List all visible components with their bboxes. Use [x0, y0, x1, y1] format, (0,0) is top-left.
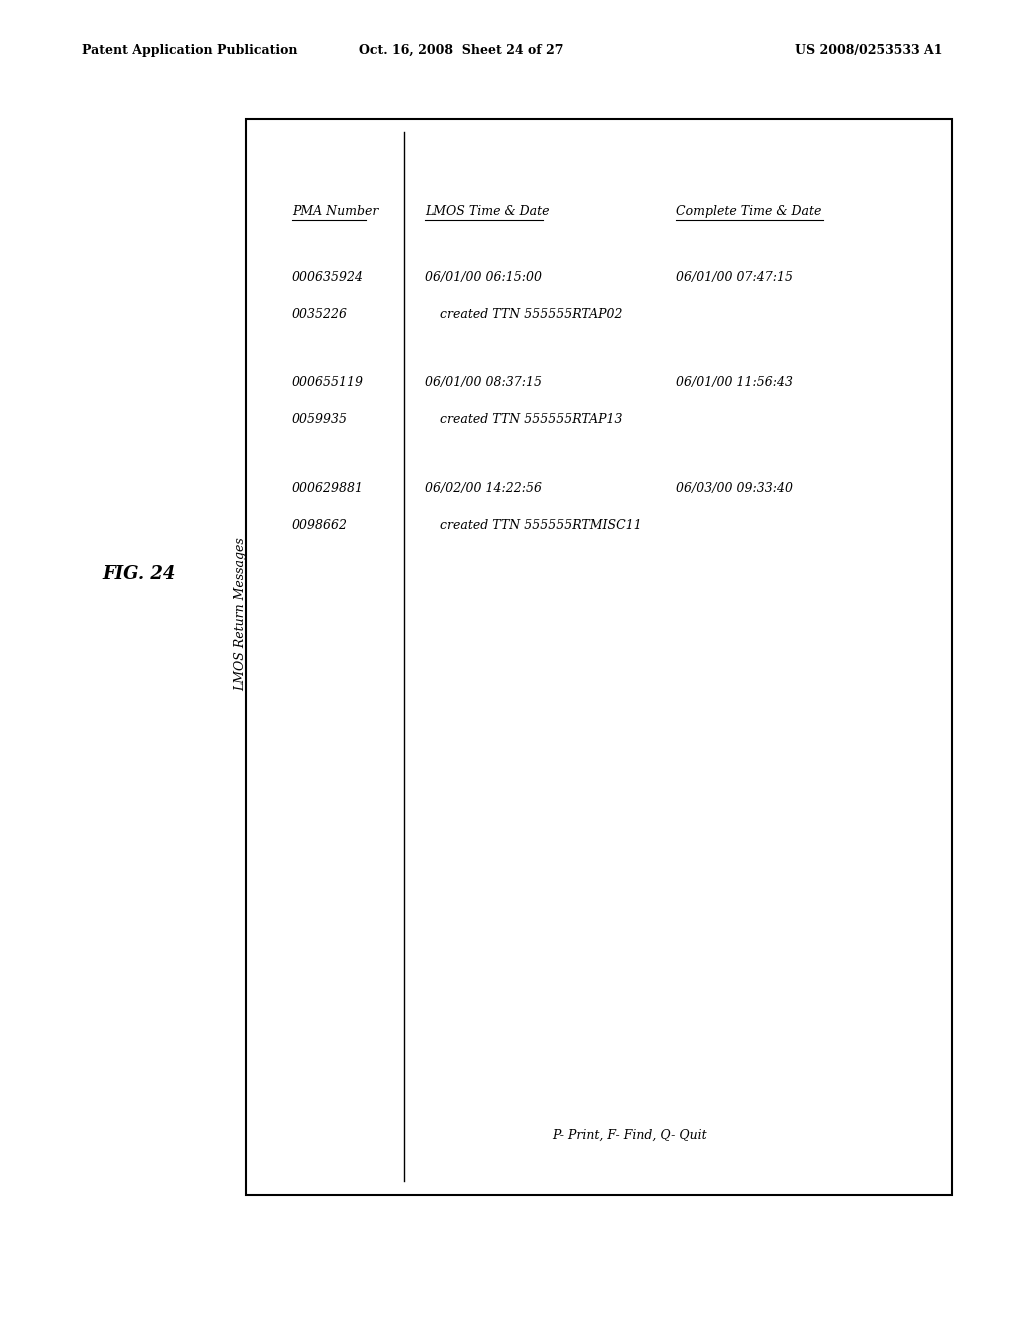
- Bar: [246, 119, 952, 1195]
- Text: 06/01/00 07:47:15: 06/01/00 07:47:15: [676, 271, 793, 284]
- Text: Patent Application Publication: Patent Application Publication: [82, 44, 297, 57]
- Text: FIG. 24: FIG. 24: [102, 565, 176, 583]
- Text: PMA Number: PMA Number: [292, 205, 378, 218]
- Text: created TTN 555555RTMISC11: created TTN 555555RTMISC11: [440, 519, 642, 532]
- Text: LMOS Time & Date: LMOS Time & Date: [425, 205, 550, 218]
- Text: created TTN 555555RTAP13: created TTN 555555RTAP13: [440, 413, 623, 426]
- Text: 000635924: 000635924: [292, 271, 364, 284]
- Text: 0059935: 0059935: [292, 413, 348, 426]
- Text: LMOS Return Messages: LMOS Return Messages: [234, 537, 247, 690]
- Text: created TTN 555555RTAP02: created TTN 555555RTAP02: [440, 308, 623, 321]
- Text: 0098662: 0098662: [292, 519, 348, 532]
- Text: P- Print, F- Find, Q- Quit: P- Print, F- Find, Q- Quit: [552, 1129, 708, 1142]
- Text: 000629881: 000629881: [292, 482, 364, 495]
- Text: 0035226: 0035226: [292, 308, 348, 321]
- Text: US 2008/0253533 A1: US 2008/0253533 A1: [795, 44, 942, 57]
- Text: 000655119: 000655119: [292, 376, 364, 389]
- Text: 06/01/00 06:15:00: 06/01/00 06:15:00: [425, 271, 542, 284]
- Text: 06/01/00 08:37:15: 06/01/00 08:37:15: [425, 376, 542, 389]
- Text: 06/01/00 11:56:43: 06/01/00 11:56:43: [676, 376, 793, 389]
- Text: Oct. 16, 2008  Sheet 24 of 27: Oct. 16, 2008 Sheet 24 of 27: [358, 44, 563, 57]
- Text: 06/02/00 14:22:56: 06/02/00 14:22:56: [425, 482, 542, 495]
- Text: 06/03/00 09:33:40: 06/03/00 09:33:40: [676, 482, 793, 495]
- Text: Complete Time & Date: Complete Time & Date: [676, 205, 821, 218]
